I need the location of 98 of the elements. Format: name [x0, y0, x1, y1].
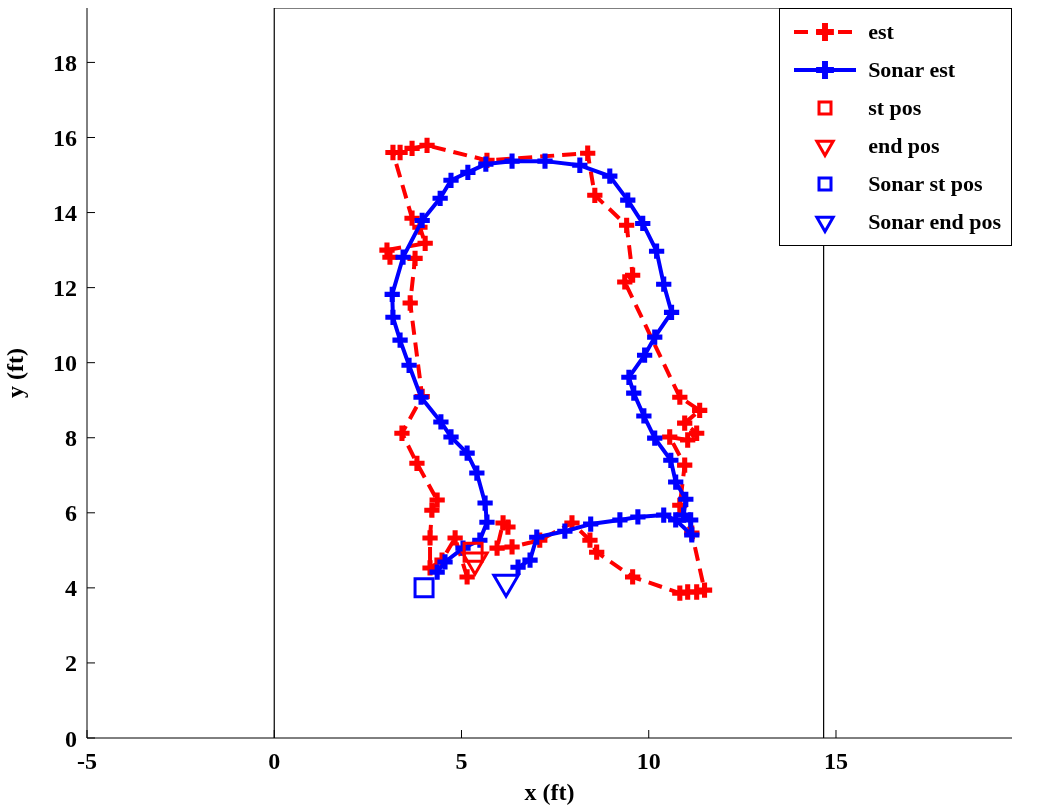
- point: [433, 414, 449, 430]
- point: [647, 329, 663, 345]
- point: [602, 168, 618, 184]
- point: [429, 564, 445, 580]
- point: [478, 156, 494, 172]
- point: [680, 432, 696, 448]
- point: [636, 347, 653, 363]
- point: [504, 539, 520, 555]
- legend-label: Sonar end pos: [868, 209, 1001, 235]
- point: [401, 357, 417, 373]
- y-tick-label: 0: [65, 725, 77, 752]
- legend-label: Sonar est: [868, 57, 956, 83]
- x-tick-label: 0: [268, 748, 281, 775]
- point: [617, 274, 633, 290]
- point: [612, 512, 628, 528]
- point: [460, 164, 476, 181]
- y-tick-label: 8: [65, 425, 77, 452]
- point: [647, 430, 663, 446]
- point: [409, 455, 425, 471]
- point: [580, 145, 596, 161]
- point: [414, 212, 430, 229]
- y-tick-label: 6: [65, 500, 77, 527]
- point: [689, 425, 705, 441]
- point: [663, 452, 679, 468]
- y-tick-label: 14: [53, 200, 77, 227]
- point: [462, 541, 484, 563]
- point: [630, 509, 646, 525]
- point: [656, 276, 672, 292]
- point: [413, 577, 435, 599]
- point: [635, 215, 651, 232]
- point: [582, 532, 598, 548]
- y-tick-label: 18: [53, 49, 77, 76]
- point: [621, 369, 637, 385]
- point: [692, 402, 708, 418]
- y-tick-label: 10: [53, 350, 77, 377]
- y-tick-label: 2: [65, 650, 77, 677]
- point: [404, 140, 420, 157]
- point: [459, 569, 475, 585]
- y-tick-label: 12: [53, 275, 77, 302]
- x-axis-title: x (ft): [524, 779, 575, 805]
- legend-label: st pos: [868, 95, 922, 121]
- legend-label: est: [868, 19, 894, 45]
- point: [672, 585, 688, 601]
- point: [683, 512, 699, 528]
- point: [500, 519, 516, 535]
- point: [422, 530, 438, 546]
- y-axis-title: y (ft): [1, 348, 28, 398]
- x-tick-label: 15: [823, 748, 848, 775]
- point: [395, 249, 411, 265]
- point: [589, 544, 605, 560]
- point: [668, 474, 684, 490]
- point: [662, 429, 678, 445]
- point: [392, 332, 408, 348]
- point: [417, 235, 433, 251]
- legend-label: end pos: [868, 133, 940, 159]
- point: [656, 507, 672, 523]
- y-tick-label: 16: [53, 125, 77, 152]
- point: [504, 153, 520, 169]
- point: [677, 415, 693, 431]
- point: [572, 157, 588, 173]
- point: [626, 385, 642, 401]
- point: [510, 559, 526, 575]
- point: [394, 425, 410, 441]
- point: [385, 309, 401, 325]
- point: [678, 491, 694, 507]
- point: [384, 286, 400, 303]
- point: [522, 552, 538, 568]
- legend-label: Sonar st pos: [868, 171, 983, 197]
- point: [424, 502, 440, 518]
- y-tick-label: 4: [65, 575, 77, 602]
- point: [557, 523, 573, 539]
- point: [587, 187, 603, 203]
- x-tick-label: 5: [455, 748, 468, 775]
- point: [663, 304, 680, 321]
- point: [489, 540, 505, 556]
- point: [625, 569, 641, 585]
- point: [459, 445, 475, 461]
- point: [677, 457, 693, 473]
- point: [668, 512, 684, 528]
- point: [636, 408, 652, 424]
- point: [429, 492, 445, 508]
- point: [443, 429, 459, 445]
- point: [469, 465, 485, 481]
- point: [419, 137, 435, 153]
- point: [672, 389, 688, 405]
- point: [620, 192, 636, 208]
- point: [479, 514, 495, 530]
- point: [447, 530, 463, 546]
- point: [432, 190, 448, 206]
- point: [583, 516, 599, 532]
- point: [402, 295, 418, 311]
- point: [443, 172, 459, 188]
- x-tick-label: -5: [77, 748, 97, 775]
- point: [537, 153, 553, 169]
- point: [648, 243, 665, 259]
- point: [619, 217, 635, 233]
- x-tick-label: 10: [636, 748, 661, 775]
- point: [477, 495, 493, 511]
